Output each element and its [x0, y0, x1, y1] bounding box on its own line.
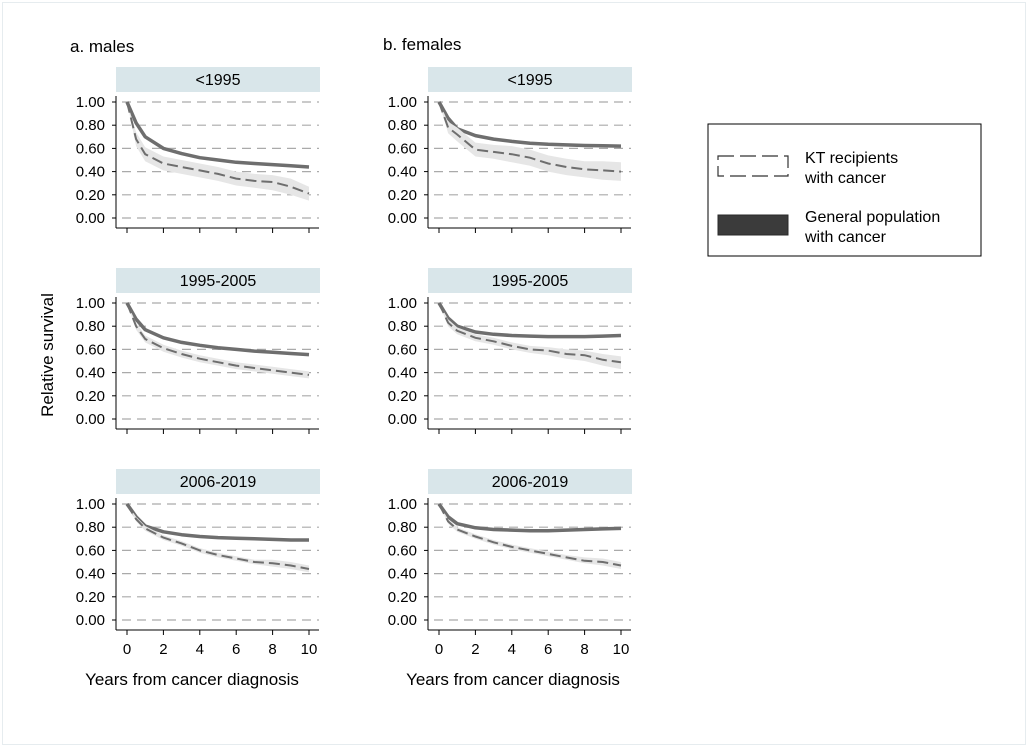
series-line-general-population — [125, 101, 310, 169]
y-tick-label: 0.20 — [76, 388, 105, 405]
x-tick-label: 4 — [196, 641, 204, 658]
y-tick-label: 0.80 — [76, 318, 105, 335]
y-tick-label: 0.20 — [388, 589, 417, 606]
y-tick-label: 0.00 — [388, 411, 417, 428]
x-tick-label: 6 — [544, 641, 552, 658]
y-tick-label: 0.00 — [76, 612, 105, 629]
panel-2006-2019-females: 2006-2019 0.00 0.20 0.40 0.60 0.80 1.00 0 2 4 6 8 10 — [388, 469, 632, 658]
y-tick-label: 0.20 — [76, 187, 105, 204]
panel-2006-2019-males: 2006-2019 0.00 0.20 0.40 0.60 0.80 1.00 0 2 4 6 8 10 — [76, 469, 320, 658]
confidence-band-kt-recipients — [439, 303, 621, 370]
panel-title: <1995 — [508, 72, 553, 89]
y-tick-label: 0.40 — [76, 365, 105, 382]
y-tick-label: 0.80 — [76, 519, 105, 536]
confidence-band-kt-recipients — [127, 303, 309, 379]
panel-pre-1995-females: <1995 0.00 0.20 0.40 0.60 0.80 1.00 — [388, 67, 632, 233]
column-title-males: a. males — [70, 37, 134, 56]
panel-strip — [428, 469, 632, 494]
y-tick-label: 0.80 — [388, 519, 417, 536]
x-tick-label: 8 — [268, 641, 276, 658]
y-tick-label: 0.20 — [388, 388, 417, 405]
x-tick-label: 0 — [435, 641, 443, 658]
y-tick-label: 0.40 — [76, 566, 105, 583]
y-tick-label: 0.20 — [388, 187, 417, 204]
legend-label-gp-line1: General population — [805, 209, 940, 226]
y-tick-label: 1.00 — [388, 295, 417, 312]
panel-strip — [428, 67, 632, 92]
panel-title: 1995-2005 — [180, 273, 257, 290]
y-tick-label: 0.80 — [388, 117, 417, 134]
confidence-band-kt-recipients — [127, 102, 309, 201]
y-tick-label: 1.00 — [76, 295, 105, 312]
series-line-kt-recipients — [438, 302, 622, 364]
series-line-general-population — [437, 502, 622, 533]
y-axis-title: Relative survival — [38, 293, 57, 417]
legend-label-gp-line2: with cancer — [804, 229, 887, 246]
y-tick-label: 0.60 — [388, 341, 417, 358]
y-tick-label: 0.80 — [388, 318, 417, 335]
legend-key-general-population — [717, 214, 789, 236]
legend: KT recipients with cancer General popula… — [707, 123, 982, 257]
panel-1995-2005-males: 1995-2005 0.00 0.20 0.40 0.60 0.80 1.00 — [76, 268, 320, 434]
panel-strip — [116, 268, 320, 293]
x-tick-label: 4 — [508, 641, 516, 658]
y-tick-label: 0.60 — [76, 341, 105, 358]
series-line-kt-recipients — [126, 302, 310, 376]
y-tick-label: 0.00 — [76, 411, 105, 428]
series-line-kt-recipients — [126, 503, 310, 570]
legend-label-kt-line2: with cancer — [804, 170, 887, 187]
y-tick-label: 0.80 — [76, 117, 105, 134]
y-tick-label: 0.00 — [388, 210, 417, 227]
legend-label-kt-line1: KT recipients — [805, 150, 898, 167]
y-tick-label: 0.60 — [388, 140, 417, 157]
series-line-kt-recipients — [438, 101, 622, 173]
y-tick-label: 0.60 — [76, 542, 105, 559]
panel-title: <1995 — [196, 72, 241, 89]
y-tick-label: 0.60 — [388, 542, 417, 559]
x-tick-label: 8 — [580, 641, 588, 658]
x-axis-title-males: Years from cancer diagnosis — [85, 670, 299, 689]
y-tick-label: 0.40 — [388, 365, 417, 382]
panel-title: 2006-2019 — [180, 474, 257, 491]
x-tick-label: 10 — [301, 641, 318, 658]
y-tick-label: 0.40 — [388, 164, 417, 181]
panel-pre-1995-males: <1995 0.00 0.20 0.40 0.60 0.80 1.00 — [76, 67, 320, 233]
x-axis-title-females: Years from cancer diagnosis — [406, 670, 620, 689]
panel-title: 2006-2019 — [492, 474, 569, 491]
series-line-general-population — [125, 302, 310, 357]
series-line-general-population — [437, 302, 622, 339]
y-tick-label: 0.60 — [76, 140, 105, 157]
confidence-band-kt-recipients — [439, 504, 621, 569]
y-tick-label: 0.00 — [76, 210, 105, 227]
y-tick-label: 1.00 — [388, 94, 417, 111]
x-tick-label: 0 — [123, 641, 131, 658]
series-line-kt-recipients — [438, 503, 622, 567]
y-tick-label: 0.40 — [388, 566, 417, 583]
panel-grid: <1995 0.00 0.20 0.40 0.60 0.80 1.00 <1995 0.00 0.… — [76, 67, 632, 658]
panel-strip — [116, 67, 320, 92]
confidence-band-kt-recipients — [439, 102, 621, 181]
x-tick-label: 2 — [471, 641, 479, 658]
y-tick-label: 0.20 — [76, 589, 105, 606]
legend-key-kt-recipients — [717, 155, 789, 177]
y-tick-label: 1.00 — [388, 496, 417, 513]
y-tick-label: 0.40 — [76, 164, 105, 181]
y-tick-label: 1.00 — [76, 496, 105, 513]
x-tick-label: 6 — [232, 641, 240, 658]
y-tick-label: 0.00 — [388, 612, 417, 629]
series-line-kt-recipients — [126, 101, 310, 195]
panel-title: 1995-2005 — [492, 273, 569, 290]
panel-1995-2005-females: 1995-2005 0.00 0.20 0.40 0.60 0.80 1.00 — [388, 268, 632, 434]
panel-strip — [428, 268, 632, 293]
panel-strip — [116, 469, 320, 494]
x-tick-label: 2 — [159, 641, 167, 658]
column-title-females: b. females — [383, 35, 461, 54]
x-tick-label: 10 — [613, 641, 630, 658]
y-tick-label: 1.00 — [76, 94, 105, 111]
